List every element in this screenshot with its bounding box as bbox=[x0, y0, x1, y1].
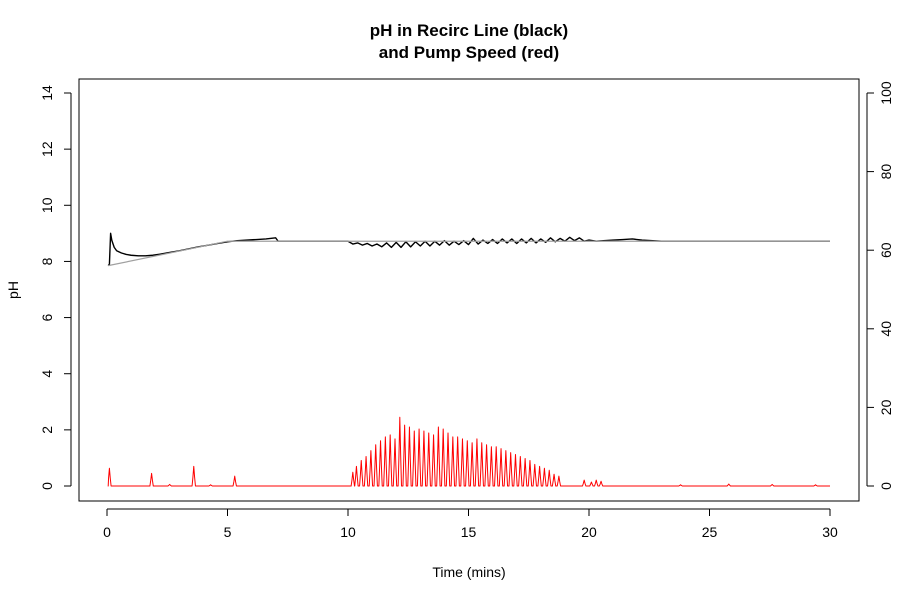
y-right-tick-label: 100 bbox=[878, 81, 894, 105]
y-left-tick-label: 14 bbox=[39, 85, 55, 101]
y-right-tick-label: 20 bbox=[878, 399, 894, 415]
y-left-tick-label: 6 bbox=[39, 313, 55, 321]
y-right-tick-label: 40 bbox=[878, 321, 894, 337]
y-left-tick-label: 2 bbox=[39, 426, 55, 434]
y-right-tick-label: 80 bbox=[878, 164, 894, 180]
x-tick-label: 30 bbox=[822, 524, 838, 540]
x-tick-label: 15 bbox=[461, 524, 477, 540]
x-tick-label: 25 bbox=[702, 524, 718, 540]
y-left-tick-label: 4 bbox=[39, 370, 55, 378]
y-left-tick-label: 12 bbox=[39, 141, 55, 157]
ph-series-line bbox=[107, 232, 830, 267]
y-axis-right: 0 20 40 60 80 100 bbox=[866, 81, 894, 490]
x-tick-label: 5 bbox=[224, 524, 232, 540]
y-left-tick-label: 8 bbox=[39, 257, 55, 265]
series-layer bbox=[107, 232, 830, 487]
x-tick-label: 20 bbox=[581, 524, 597, 540]
y-axis-left: 0 2 4 6 8 10 12 14 bbox=[39, 85, 72, 490]
y-left-tick-label: 0 bbox=[39, 482, 55, 490]
y-left-tick-label: 10 bbox=[39, 197, 55, 213]
pump-speed-line bbox=[107, 416, 830, 487]
x-axis-label: Time (mins) bbox=[432, 564, 505, 580]
x-tick-label: 10 bbox=[340, 524, 356, 540]
x-axis: 0 5 10 15 20 25 30 bbox=[103, 508, 838, 540]
y-right-tick-label: 0 bbox=[878, 482, 894, 490]
plot-frame bbox=[78, 78, 860, 502]
chart-title-line1: pH in Recirc Line (black) bbox=[370, 21, 568, 40]
ph-setpoint-line bbox=[108, 240, 830, 267]
x-tick-label: 0 bbox=[103, 524, 111, 540]
chart-title-line2: and Pump Speed (red) bbox=[379, 43, 559, 62]
y-right-tick-label: 60 bbox=[878, 242, 894, 258]
y-axis-label: pH bbox=[5, 281, 21, 299]
